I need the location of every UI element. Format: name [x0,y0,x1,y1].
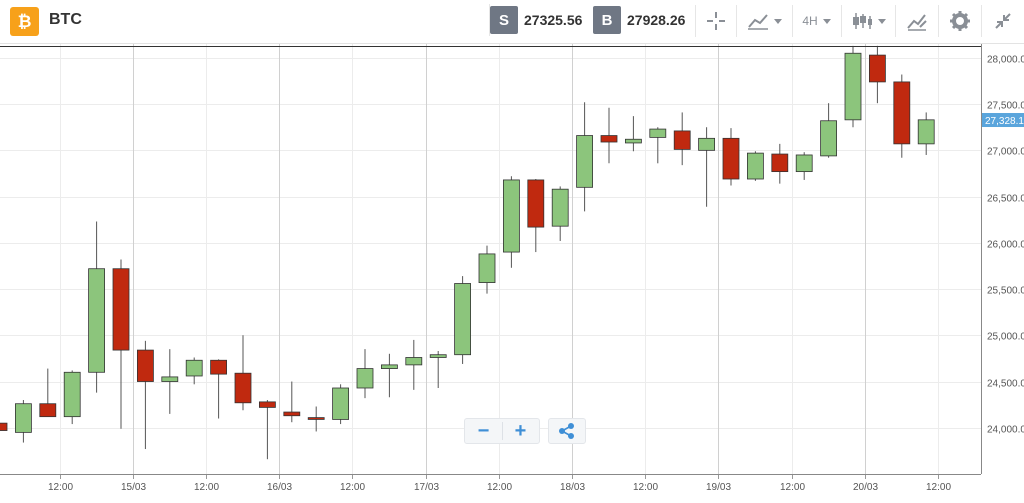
candle-up [917,119,935,145]
candle-up [625,138,642,144]
candle-up [88,268,105,373]
x-tick-label: 19/03 [706,482,731,493]
candle-down [39,403,57,418]
chevron-down-icon [773,18,782,24]
share-button[interactable] [548,418,586,444]
x-tick-label: 12:00 [780,482,805,493]
candle-down [210,359,228,375]
candle-up [454,283,472,356]
chart-axes: 24,000.0 24,500.0 25,000.0 25,500.0 26,000.0… [0,44,1024,493]
buy-price: 27928.26 [627,12,686,28]
candle-up [14,403,32,433]
bitcoin-icon: ₿ [10,7,39,36]
candle-up [844,52,862,121]
candle-down [0,422,8,431]
share-icon [559,423,574,439]
sell-price: 27325.56 [524,12,583,28]
x-tick-label: 18/03 [560,482,585,493]
collapse-button[interactable] [981,5,1024,37]
candle-down [234,372,252,404]
gear-icon [949,11,970,31]
x-tick-label: 15/03 [121,482,146,493]
y-tick-label: 27,000.0 [987,147,1024,158]
x-tick-label: 12:00 [194,482,219,493]
candle-up [747,152,764,180]
candle-down [771,153,789,173]
candle-down [722,137,740,180]
y-tick-label: 24,500.0 [987,379,1024,390]
y-tick-label: 26,000.0 [987,240,1024,251]
candle-up [185,359,203,377]
x-tick-label: 20/03 [853,482,878,493]
candle-down [893,81,911,145]
candle-up [63,371,81,418]
candle-up [380,364,398,369]
candlestick-indicators-icon [852,13,872,29]
candle-up [795,154,813,173]
draw-tools-button[interactable] [895,5,937,37]
x-tick-label: 12:00 [48,482,73,493]
candle-up [551,188,569,227]
candle-down [307,417,325,420]
candle-down [258,401,276,408]
zoom-out-button[interactable]: − [477,419,490,442]
candle-up [478,253,496,283]
y-tick-label: 25,500.0 [987,286,1024,297]
x-tick-label: 12:00 [340,482,365,493]
indicators-button[interactable] [841,5,894,37]
zoom-in-button[interactable]: + [514,419,527,442]
candle-up [332,387,350,420]
candle-down [283,411,301,417]
candle-up [698,137,715,151]
crosshair-icon [706,12,725,30]
candle-up [356,368,374,389]
candles [0,45,935,460]
zoom-controls: − + [464,418,540,444]
candle-up [161,376,179,382]
y-tick-label: 27,500.0 [987,101,1024,112]
candle-up [649,128,667,138]
timeframe-label: 4H [802,14,818,28]
collapse-icon [995,13,1011,29]
x-tick-label: 12:00 [633,482,658,493]
sell-price-button[interactable]: S 27325.56 [489,4,590,36]
current-price-badge [982,113,1024,128]
candle-down [136,349,154,382]
candle-down [112,268,130,351]
y-tick-label: 25,000.0 [987,332,1024,343]
current-price-label: 27,328.17 [985,116,1024,127]
candle-up [502,179,520,253]
line-chart-icon [747,14,768,30]
candlestick-chart[interactable]: 24,000.0 24,500.0 25,000.0 25,500.0 26,000.0… [0,44,1024,503]
candle-up [820,120,837,157]
sell-label: S [490,6,518,34]
candle-up [429,354,447,358]
buy-price-button[interactable]: B 27928.26 [593,4,693,36]
buy-label: B [593,6,621,34]
candle-down [869,54,886,83]
chevron-down-icon [877,18,886,24]
x-tick-label: 16/03 [267,482,292,493]
candle-down [527,179,545,228]
chart-type-button[interactable] [736,5,791,37]
y-tick-label: 26,500.0 [987,194,1024,205]
x-tick-label: 12:00 [926,482,951,493]
settings-button[interactable] [938,5,980,37]
candle-down [673,130,691,150]
candle-up [576,135,593,188]
instrument-symbol: BTC [49,11,82,28]
timeframe-button[interactable]: 4H [792,5,840,37]
candle-down [600,135,618,143]
crosshair-button[interactable] [695,5,735,37]
x-tick-label: 17/03 [414,482,439,493]
divider [501,422,503,440]
candle-up [405,357,423,366]
y-tick-label: 24,000.0 [987,425,1024,436]
chevron-down-icon [822,18,831,24]
x-tick-label: 12:00 [487,482,512,493]
y-tick-label: 28,000.0 [987,55,1024,66]
draw-tools-icon [906,14,927,31]
chart-toolbar: ₿ BTC S 27325.56 B 27928.26 4H [0,0,1024,44]
